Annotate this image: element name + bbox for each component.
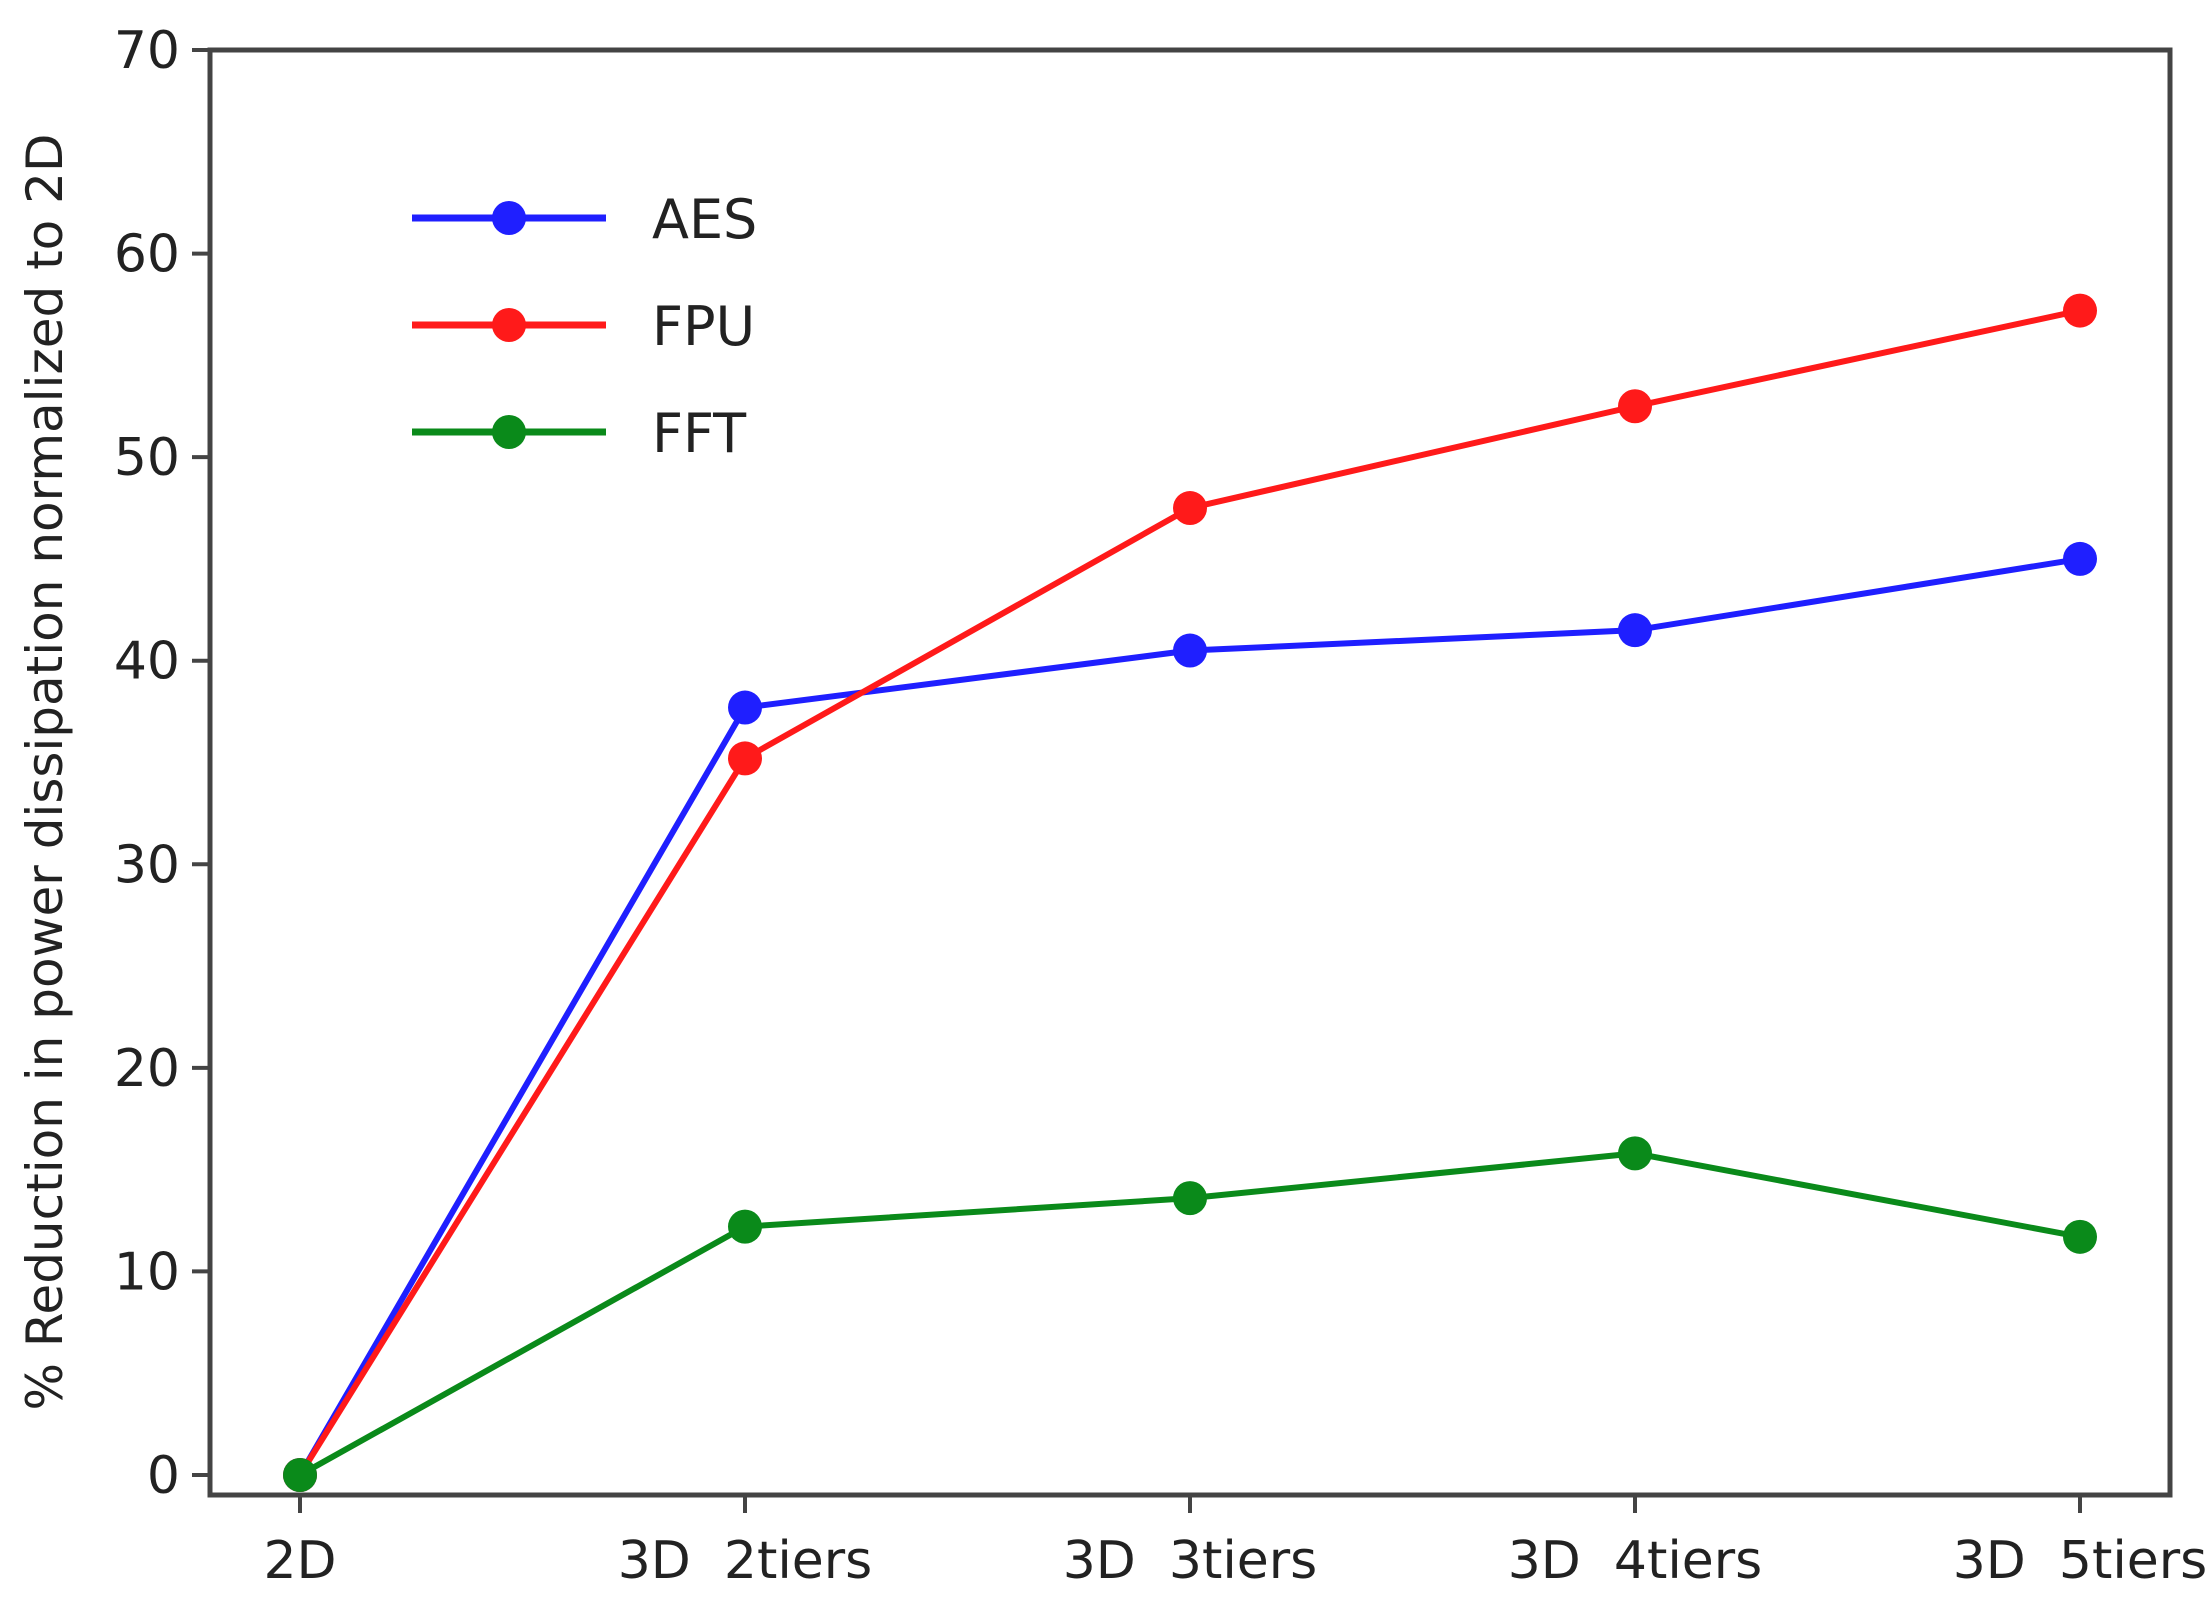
data-point-aes [1618, 613, 1652, 648]
y-axis-title: % Reduction in power dissipation normali… [16, 134, 74, 1411]
data-point-fpu [728, 741, 762, 776]
x-tick-label: 3D 3tiers [1063, 1531, 1318, 1591]
y-tick-label: 20 [114, 1039, 180, 1099]
y-tick-label: 30 [114, 835, 180, 895]
legend-item-fft: FFT [412, 402, 747, 465]
series-aes [283, 541, 2097, 1492]
x-tick-label: 3D 4tiers [1508, 1531, 1763, 1591]
y-tick-label: 0 [147, 1446, 180, 1506]
legend: AES FPU FFT [412, 188, 757, 465]
series-fft [283, 1136, 2097, 1492]
data-point-fft [728, 1209, 762, 1244]
legend-label: FFT [652, 402, 747, 465]
y-tick-label: 50 [114, 428, 180, 488]
y-axis: 0 10 20 30 40 50 60 70 [114, 21, 210, 1506]
data-point-fft [283, 1458, 317, 1492]
series-line-aes [297, 555, 2081, 1477]
legend-swatch-marker [492, 308, 526, 342]
data-point-aes [1173, 633, 1207, 668]
data-point-aes [728, 690, 762, 725]
x-tick-label: 2D [263, 1531, 336, 1591]
data-point-fft [2063, 1219, 2097, 1254]
data-point-fpu [1173, 491, 1207, 526]
data-point-fpu [2063, 293, 2097, 328]
series-fpu [283, 293, 2097, 1492]
series-layer [283, 293, 2097, 1492]
y-tick-label: 60 [114, 225, 180, 285]
data-point-aes [2063, 541, 2097, 576]
data-point-fft [1618, 1136, 1652, 1171]
x-axis: 2D 3D 2tiers 3D 3tiers 3D 4tiers 3D 5tiers [263, 1495, 2207, 1591]
legend-item-aes: AES [412, 188, 757, 251]
series-line-fpu [297, 307, 2081, 1477]
y-tick-label: 10 [114, 1242, 180, 1302]
x-tick-label: 3D 2tiers [618, 1531, 873, 1591]
legend-swatch-marker [492, 415, 526, 449]
legend-swatch-marker [492, 201, 526, 235]
y-tick-label: 40 [114, 632, 180, 692]
data-point-fpu [1618, 389, 1652, 424]
legend-label: AES [652, 188, 757, 251]
data-point-fft [1173, 1181, 1207, 1216]
x-tick-label: 3D 5tiers [1953, 1531, 2208, 1591]
legend-label: FPU [652, 295, 755, 358]
y-tick-label: 70 [114, 21, 180, 81]
legend-item-fpu: FPU [412, 295, 755, 358]
plot-area-frame [207, 47, 2173, 1498]
